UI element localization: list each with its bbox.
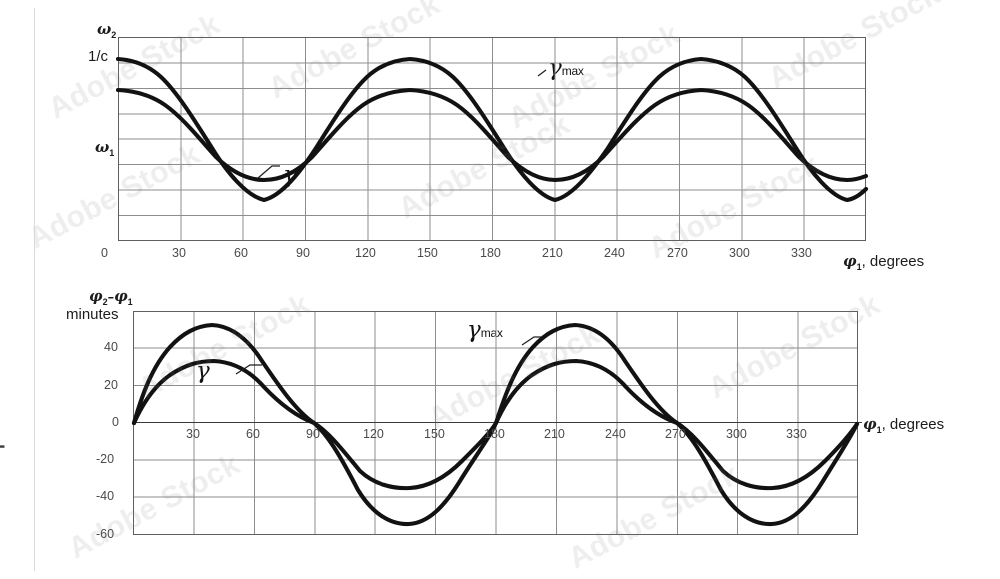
top-chart-gamma-max-leader <box>537 69 547 77</box>
top-chart-y-axis-symbol: ω2 <box>97 20 116 40</box>
gamma-symbol: γ <box>467 317 481 343</box>
phi-subscript: 1 <box>876 424 882 435</box>
degrees-unit: , degrees <box>861 253 925 270</box>
bottom-chart-x-axis-label: φ1, degrees <box>863 415 944 435</box>
phi1-symbol: φ <box>114 287 128 305</box>
bottom-chart-gamma-leader <box>235 364 262 375</box>
bottom-chart-plot <box>131 310 862 536</box>
degrees-unit: , degrees <box>881 416 945 433</box>
top-chart-xtick-30: 30 <box>172 246 186 260</box>
phi-symbol: φ <box>843 252 857 270</box>
phi-symbol: φ <box>863 415 877 433</box>
top-chart-xtick-90: 90 <box>296 246 310 260</box>
omega1-symbol: ω <box>95 138 110 156</box>
top-chart-curve-gamma <box>115 87 869 183</box>
omega-symbol: ω <box>97 20 112 38</box>
chart-angular-velocity: ω2 1/c ω1 0 φ1, degrees γ γmax <box>0 0 1000 285</box>
bottom-chart-gamma-max-leader <box>521 336 542 346</box>
top-chart-curve-gamma-max <box>115 56 869 203</box>
bottom-chart-ytick-40: 40 <box>104 340 118 354</box>
phi1-subscript: 1 <box>127 296 133 307</box>
top-chart-xtick-150: 150 <box>417 246 438 260</box>
bottom-chart-ytick-neg40: -40 <box>96 489 115 503</box>
minus-sign: – <box>107 290 115 305</box>
sidebar-divider <box>34 8 35 571</box>
bottom-chart-xtick-120: 120 <box>363 427 384 441</box>
gamma-max-subscript: max <box>561 64 584 78</box>
bottom-chart-xtick-330: 330 <box>786 427 807 441</box>
top-chart-y-axis-unit: 1/c <box>88 48 109 65</box>
bottom-chart-ytick-neg60: -60 <box>96 527 115 541</box>
top-chart-xtick-210: 210 <box>542 246 563 260</box>
top-chart-xtick-120: 120 <box>355 246 376 260</box>
phi2-subscript: 2 <box>102 296 108 307</box>
top-chart-xtick-330: 330 <box>791 246 812 260</box>
bottom-chart-y-axis-symbol: φ2–φ1 <box>89 287 133 307</box>
top-chart-x-origin-label: 0 <box>101 246 108 260</box>
stock-credit-text: Adobe Stock | #607042844 <box>0 330 5 573</box>
top-chart-x-axis-label: φ1, degrees <box>843 252 924 272</box>
top-chart-xtick-240: 240 <box>604 246 625 260</box>
bottom-chart-xtick-270: 270 <box>665 427 686 441</box>
bottom-chart-xtick-240: 240 <box>605 427 626 441</box>
bottom-chart-ytick-20: 20 <box>104 378 118 392</box>
bottom-chart-curve-gamma <box>131 358 860 491</box>
stock-credit-sidebar: Adobe Stock | #607042844 <box>0 0 38 579</box>
top-chart-frame <box>117 36 867 242</box>
bottom-chart-xtick-90: 90 <box>306 427 320 441</box>
bottom-chart-xtick-210: 210 <box>544 427 565 441</box>
bottom-chart-xtick-300: 300 <box>726 427 747 441</box>
bottom-chart-xtick-150: 150 <box>424 427 445 441</box>
top-chart-y-axis-lower-symbol: ω1 <box>95 138 114 158</box>
gamma-max-subscript: max <box>480 326 503 340</box>
chart-phase-error: φ2–φ1 minutes φ1, degrees γ γmax <box>0 285 1000 579</box>
omega-subscript: 2 <box>111 29 117 40</box>
bottom-chart-ytick-0: 0 <box>112 415 119 429</box>
top-chart-xtick-60: 60 <box>234 246 248 260</box>
top-chart-xtick-270: 270 <box>667 246 688 260</box>
bottom-chart-xtick-30: 30 <box>186 427 200 441</box>
top-chart-plot <box>115 36 869 242</box>
top-chart-xtick-300: 300 <box>729 246 750 260</box>
bottom-chart-xtick-180: 180 <box>484 427 505 441</box>
omega1-subscript: 1 <box>109 147 115 158</box>
bottom-chart-ytick-neg20: -20 <box>96 452 115 466</box>
top-chart-gamma-leader <box>257 165 280 179</box>
top-chart-xtick-180: 180 <box>480 246 501 260</box>
bottom-chart-y-axis-unit: minutes <box>66 306 119 323</box>
bottom-chart-gamma-max-label: γmax <box>467 317 503 343</box>
phi-subscript: 1 <box>856 261 862 272</box>
bottom-chart-xtick-60: 60 <box>246 427 260 441</box>
phi2-symbol: φ <box>89 287 103 305</box>
